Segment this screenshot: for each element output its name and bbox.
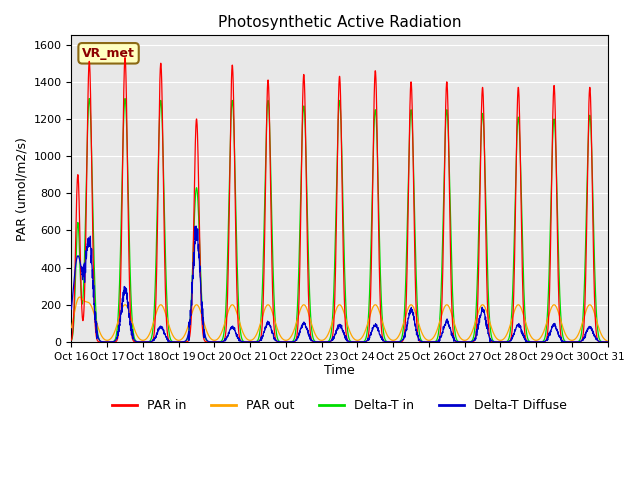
Title: Photosynthetic Active Radiation: Photosynthetic Active Radiation <box>218 15 461 30</box>
Text: VR_met: VR_met <box>82 47 135 60</box>
X-axis label: Time: Time <box>324 364 355 377</box>
Legend: PAR in, PAR out, Delta-T in, Delta-T Diffuse: PAR in, PAR out, Delta-T in, Delta-T Dif… <box>107 394 572 417</box>
Y-axis label: PAR (umol/m2/s): PAR (umol/m2/s) <box>15 137 28 240</box>
